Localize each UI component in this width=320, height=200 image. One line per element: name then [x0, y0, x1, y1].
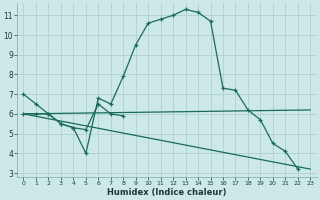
X-axis label: Humidex (Indice chaleur): Humidex (Indice chaleur)	[107, 188, 227, 197]
